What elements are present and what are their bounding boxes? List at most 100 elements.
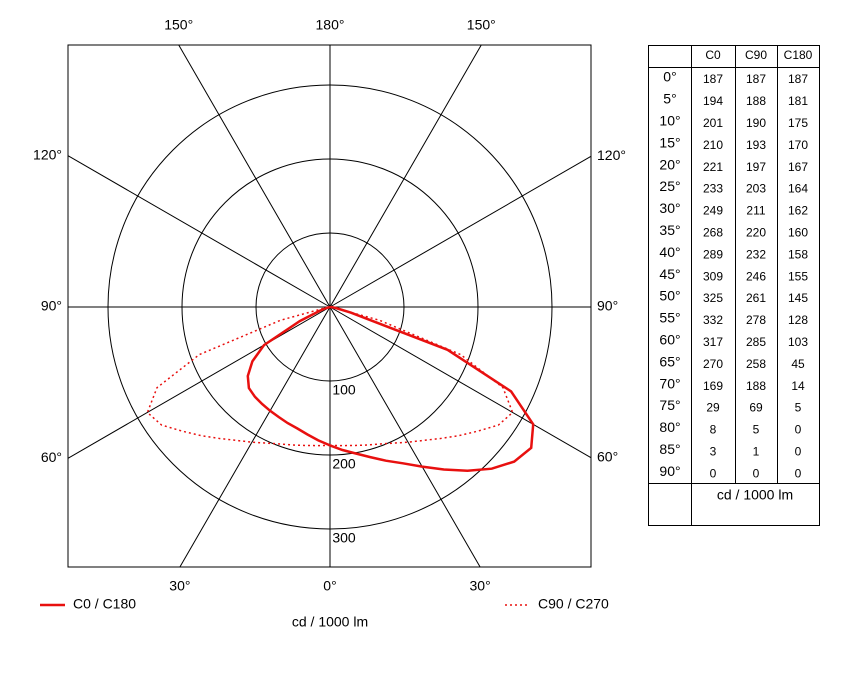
table-cell: 69 [749, 401, 763, 415]
table-cell: 193 [746, 138, 766, 152]
theta-tick-label: 60° [597, 448, 618, 464]
table-cell: 160 [788, 225, 808, 239]
table-angle: 0° [663, 69, 676, 85]
table-cell: 155 [788, 269, 808, 283]
grid-spoke [178, 44, 331, 308]
table-cell: 14 [791, 379, 805, 393]
grid-spoke [329, 44, 482, 308]
table-angle: 75° [659, 397, 680, 413]
table-cell: 309 [703, 269, 723, 283]
table-header: C90 [745, 48, 767, 62]
table-cell: 201 [703, 116, 723, 130]
table-angle: 85° [659, 441, 680, 457]
table-angle: 20° [659, 156, 680, 172]
table-angle: 30° [659, 200, 680, 216]
grid-spoke [329, 306, 592, 459]
table-cell: 246 [746, 269, 766, 283]
table-angle: 15° [659, 134, 680, 150]
grid-spoke [329, 306, 481, 568]
table-cell: 1 [753, 444, 760, 458]
table-cell: 188 [746, 94, 766, 108]
grid-spoke [329, 155, 592, 308]
table-angle: 60° [659, 332, 680, 348]
table-cell: 325 [703, 291, 723, 305]
table-cell: 220 [746, 225, 766, 239]
grid-spoke [179, 306, 331, 568]
table-cell: 158 [788, 247, 808, 261]
table-cell: 0 [795, 466, 802, 480]
table-cell: 285 [746, 335, 766, 349]
curve [246, 305, 331, 447]
grid-spoke [67, 306, 331, 459]
table-angle: 35° [659, 222, 680, 238]
table-cell: 268 [703, 225, 723, 239]
table-header: C180 [784, 48, 813, 62]
table-angle: 45° [659, 266, 680, 282]
table-cell: 8 [710, 423, 717, 437]
table-unit: cd / 1000 lm [717, 487, 793, 503]
legend-label: C90 / C270 [538, 596, 609, 612]
theta-tick-label: 60° [41, 449, 62, 465]
table-cell: 29 [706, 401, 720, 415]
table-header: C0 [705, 48, 721, 62]
theta-tick-label: 150° [164, 17, 193, 33]
table-angle: 70° [659, 375, 680, 391]
table-cell: 187 [788, 72, 808, 86]
table-cell: 258 [746, 357, 766, 371]
table-cell: 187 [746, 72, 766, 86]
table-cell: 145 [788, 291, 808, 305]
table-cell: 233 [703, 182, 723, 196]
table-angle: 25° [659, 178, 680, 194]
theta-tick-label: 90° [597, 298, 618, 314]
theta-tick-label: 30° [470, 578, 491, 594]
r-tick-label: 200 [332, 456, 356, 472]
table-cell: 187 [703, 72, 723, 86]
table-cell: 332 [703, 313, 723, 327]
theta-tick-label: 150° [467, 17, 496, 33]
theta-tick-label: 90° [41, 298, 62, 314]
grid-spoke [67, 155, 331, 308]
table-angle: 10° [659, 113, 680, 129]
table-cell: 45 [791, 357, 805, 371]
table-angle: 80° [659, 419, 680, 435]
curve [329, 306, 514, 447]
table-cell: 169 [703, 379, 723, 393]
table-angle: 40° [659, 244, 680, 260]
table-cell: 0 [795, 423, 802, 437]
table-cell: 0 [710, 466, 717, 480]
table-cell: 278 [746, 313, 766, 327]
theta-tick-label: 120° [33, 146, 62, 162]
theta-tick-label: 0° [323, 578, 336, 594]
curve [146, 306, 331, 447]
table-cell: 270 [703, 357, 723, 371]
table-cell: 203 [746, 182, 766, 196]
table-angle: 5° [663, 91, 676, 107]
table-cell: 190 [746, 116, 766, 130]
table-cell: 211 [746, 204, 765, 218]
table-cell: 261 [746, 291, 766, 305]
table-cell: 317 [703, 335, 723, 349]
table-cell: 162 [788, 204, 808, 218]
table-cell: 167 [788, 160, 808, 174]
theta-tick-label: 120° [597, 147, 626, 163]
table-cell: 5 [753, 423, 760, 437]
table-cell: 175 [788, 116, 808, 130]
theta-tick-label: 30° [169, 578, 190, 594]
table-cell: 289 [703, 247, 723, 261]
table-angle: 65° [659, 353, 680, 369]
table-cell: 249 [703, 204, 723, 218]
table-cell: 103 [788, 335, 808, 349]
table-cell: 188 [746, 379, 766, 393]
r-tick-label: 300 [332, 530, 356, 546]
table-cell: 128 [788, 313, 808, 327]
table-cell: 232 [746, 247, 766, 261]
table-cell: 164 [788, 182, 808, 196]
table-frame [648, 45, 820, 526]
table-angle: 55° [659, 310, 680, 326]
table-cell: 170 [788, 138, 808, 152]
table-cell: 0 [795, 444, 802, 458]
table-cell: 197 [746, 160, 766, 174]
curve [329, 305, 535, 473]
table-angle: 90° [659, 463, 680, 479]
